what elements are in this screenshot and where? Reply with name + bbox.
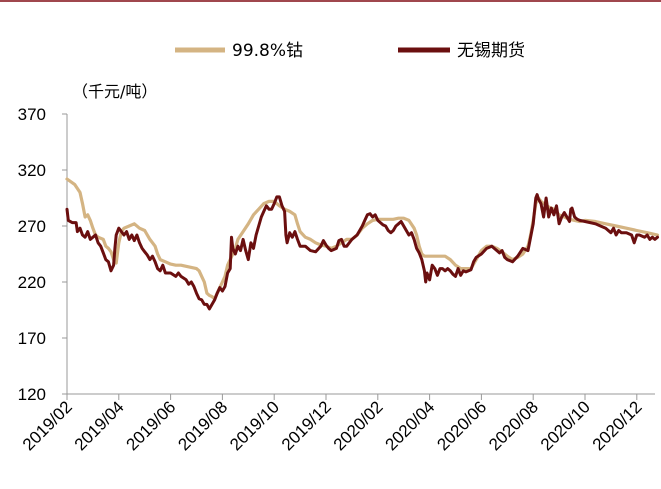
y-axis: 370 320 270 220 170 120	[18, 105, 68, 404]
x-tick-label: 2019/02	[19, 397, 76, 454]
y-tick-label: 370	[18, 105, 46, 124]
x-tick-label: 2020/02	[330, 397, 387, 454]
y-tick-label: 170	[18, 329, 46, 348]
x-axis: 2019/022019/042019/062019/082019/102019/…	[19, 393, 655, 454]
legend-label-futures: 无锡期货	[457, 41, 525, 61]
y-tick-label: 320	[18, 161, 46, 180]
series-line-futures	[65, 193, 659, 311]
y-tick-label: 120	[18, 385, 46, 404]
x-tick-label: 2020/08	[485, 397, 542, 454]
x-tick-label: 2019/10	[226, 397, 283, 454]
y-axis-unit-label: （千元/吨）	[72, 82, 157, 101]
y-tick-label: 270	[18, 217, 46, 236]
series-line-cobalt	[65, 177, 660, 301]
x-tick-label: 2020/10	[537, 397, 594, 454]
x-tick-label: 2020/04	[382, 397, 439, 454]
x-tick-label: 2019/12	[278, 397, 335, 454]
x-tick-label: 2019/08	[174, 397, 231, 454]
x-tick-label: 2020/12	[589, 397, 646, 454]
legend-label-cobalt: 99.8%钴	[232, 41, 303, 61]
x-tick-label: 2020/06	[433, 397, 490, 454]
series-layer	[65, 177, 660, 311]
legend: 99.8%钴 无锡期货	[175, 41, 525, 61]
y-tick-label: 220	[18, 273, 46, 292]
x-tick-label: 2019/04	[71, 397, 128, 454]
x-tick-label: 2019/06	[123, 397, 180, 454]
